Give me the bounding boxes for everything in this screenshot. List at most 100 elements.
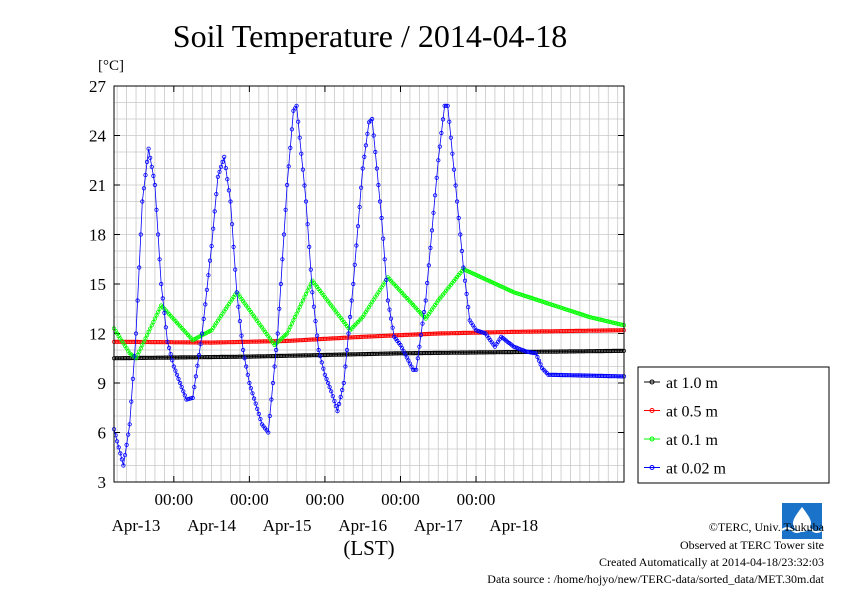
data-point bbox=[223, 166, 228, 171]
data-point bbox=[130, 376, 135, 381]
legend-marker bbox=[649, 436, 655, 442]
data-point bbox=[533, 351, 539, 356]
data-point bbox=[292, 314, 298, 320]
data-point bbox=[407, 361, 412, 366]
data-point bbox=[141, 339, 146, 344]
data-point bbox=[300, 167, 305, 172]
data-point bbox=[273, 347, 279, 353]
data-point bbox=[220, 159, 225, 164]
data-point bbox=[201, 316, 206, 321]
data-point bbox=[398, 342, 403, 348]
data-point bbox=[349, 298, 354, 303]
data-point bbox=[404, 355, 409, 360]
x-date-label: Apr-13 bbox=[112, 516, 161, 535]
data-point bbox=[215, 174, 220, 179]
data-point bbox=[464, 291, 469, 296]
data-point bbox=[222, 154, 227, 159]
data-point bbox=[316, 347, 321, 353]
data-point bbox=[138, 346, 143, 351]
data-point bbox=[329, 389, 334, 394]
data-point bbox=[341, 380, 346, 386]
data-point bbox=[193, 374, 198, 379]
data-point bbox=[418, 332, 423, 338]
data-point bbox=[327, 384, 332, 390]
data-point bbox=[126, 432, 131, 437]
data-point bbox=[412, 367, 417, 372]
legend-label: at 0.1 m bbox=[666, 432, 719, 449]
data-point bbox=[423, 298, 428, 303]
data-point bbox=[538, 362, 543, 367]
data-point bbox=[138, 232, 143, 237]
data-point bbox=[288, 145, 293, 150]
data-point bbox=[239, 333, 244, 338]
data-point bbox=[300, 298, 305, 303]
created-text: Created Automatically at 2014-04-18/23:3… bbox=[599, 555, 824, 569]
data-point bbox=[447, 119, 452, 124]
data-point bbox=[252, 396, 257, 401]
data-point bbox=[162, 310, 167, 315]
y-axis-ticks: 3 6 9 12 15 18 21 24 27 bbox=[89, 77, 624, 492]
data-point bbox=[132, 354, 137, 359]
data-point bbox=[149, 323, 154, 328]
data-point bbox=[140, 342, 145, 348]
data-point bbox=[417, 344, 422, 349]
data-point bbox=[453, 183, 458, 188]
data-point bbox=[250, 391, 255, 396]
data-point bbox=[437, 144, 442, 149]
data-point bbox=[190, 395, 195, 400]
data-point bbox=[302, 295, 307, 300]
data-point bbox=[171, 364, 176, 369]
data-point bbox=[152, 182, 157, 188]
data-point bbox=[284, 331, 290, 336]
series-line bbox=[113, 104, 624, 466]
legend-box bbox=[637, 366, 830, 484]
data-point bbox=[174, 372, 180, 377]
data-point bbox=[283, 207, 288, 212]
data-point bbox=[333, 403, 338, 409]
data-point bbox=[118, 451, 123, 456]
data-point bbox=[156, 232, 161, 237]
data-point bbox=[305, 222, 310, 227]
x-axis-ticks: 00:00 00:00 00:00 00:00 00:00 Apr-13 Apr-14 Apr… bbox=[112, 86, 538, 535]
data-point bbox=[440, 117, 446, 122]
data-point bbox=[176, 376, 181, 381]
data-point bbox=[145, 332, 150, 338]
data-point bbox=[133, 331, 139, 336]
data-point bbox=[299, 301, 304, 306]
data-point bbox=[307, 244, 312, 249]
data-point bbox=[432, 193, 438, 198]
data-point bbox=[225, 177, 230, 182]
data-point bbox=[137, 349, 142, 354]
data-point bbox=[122, 453, 128, 458]
data-point bbox=[532, 350, 537, 356]
legend-label: at 0.5 m bbox=[666, 404, 719, 421]
data-point bbox=[156, 309, 161, 315]
data-point bbox=[358, 185, 364, 190]
data-point bbox=[451, 167, 457, 172]
x-tick-label: 00:00 bbox=[457, 490, 496, 509]
data-point bbox=[436, 158, 441, 163]
data-point bbox=[280, 257, 285, 262]
data-point bbox=[245, 372, 250, 377]
data-point bbox=[236, 304, 241, 309]
data-point bbox=[450, 151, 455, 156]
data-point bbox=[143, 173, 148, 178]
data-point bbox=[233, 267, 238, 272]
y-tick-label: 24 bbox=[89, 127, 107, 146]
data-point bbox=[346, 331, 351, 336]
data-point bbox=[145, 159, 150, 164]
data-point bbox=[357, 204, 362, 210]
data-point bbox=[429, 228, 435, 233]
data-point bbox=[217, 169, 222, 174]
data-point bbox=[324, 376, 329, 381]
data-point bbox=[535, 354, 540, 360]
data-point bbox=[157, 257, 162, 262]
data-point bbox=[192, 384, 197, 390]
data-point bbox=[428, 245, 433, 250]
data-point bbox=[462, 278, 468, 283]
data-point bbox=[363, 143, 368, 148]
observed-text: Observed at TERC Tower site bbox=[679, 538, 824, 552]
legend: at 1.0 m at 0.5 m at 0.1 m at 0.02 m bbox=[637, 366, 830, 484]
data-point bbox=[459, 248, 464, 254]
x-tick-label: 00:00 bbox=[306, 490, 345, 509]
